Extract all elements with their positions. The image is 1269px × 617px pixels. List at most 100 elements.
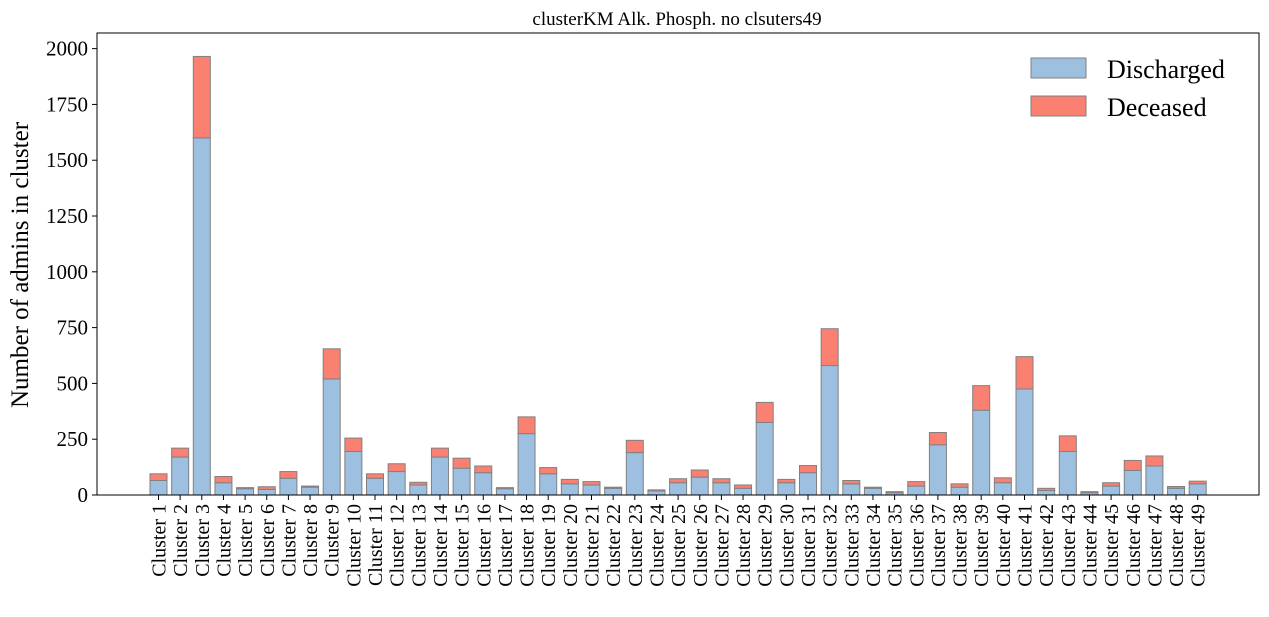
bar-deceased-22 [604, 486, 623, 489]
bar-discharged-16 [474, 472, 493, 496]
bar-discharged-25 [669, 482, 688, 496]
bar-deceased-11 [366, 473, 384, 479]
x-tick-label: Cluster 26 [690, 504, 712, 587]
bar-discharged-29 [755, 421, 774, 496]
bar-deceased-7 [279, 471, 298, 479]
bar-discharged-33 [842, 483, 861, 496]
bar-discharged-23 [625, 452, 644, 496]
bar-deceased-47 [1145, 455, 1164, 467]
bar-deceased-37 [928, 432, 947, 446]
bar-discharged-7 [279, 477, 298, 496]
x-tick-label: Cluster 27 [711, 504, 733, 587]
x-tick-label: Cluster 44 [1079, 504, 1101, 587]
bar-discharged-28 [734, 487, 753, 496]
x-tick-label: Cluster 15 [452, 504, 474, 587]
bar-discharged-15 [452, 467, 471, 496]
bar-deceased-10 [344, 437, 363, 452]
bar-deceased-4 [214, 475, 233, 484]
bar-discharged-45 [1102, 485, 1121, 496]
x-tick-label: Cluster 9 [322, 504, 344, 577]
x-tick-label: Cluster 42 [1036, 504, 1058, 587]
x-tick-label: Cluster 36 [906, 504, 928, 587]
x-tick-label: Cluster 46 [1123, 504, 1145, 587]
bar-discharged-27 [712, 482, 731, 496]
bar-discharged-6 [257, 488, 276, 496]
bar-deceased-43 [1058, 435, 1077, 452]
legend: Discharged Deceased [1030, 55, 1225, 122]
bar-deceased-45 [1102, 482, 1121, 487]
bar-discharged-43 [1058, 450, 1077, 496]
bar-deceased-42 [1037, 487, 1056, 492]
bar-deceased-29 [755, 401, 774, 423]
x-tick-label: Cluster 7 [278, 504, 300, 577]
x-tick-label: Cluster 11 [365, 504, 387, 586]
bar-discharged-5 [236, 488, 255, 496]
x-tick-label: Cluster 21 [582, 504, 604, 587]
x-tick-label: Cluster 38 [950, 504, 972, 587]
bar-discharged-37 [928, 444, 947, 496]
bar-deceased-38 [950, 483, 969, 488]
x-tick-label: Cluster 28 [733, 504, 755, 587]
x-tick-label: Cluster 25 [668, 504, 690, 587]
y-tick-label: 750 [57, 316, 89, 340]
bar-deceased-31 [799, 465, 817, 474]
bar-discharged-22 [604, 487, 623, 496]
x-tick-label: Cluster 41 [1015, 504, 1037, 587]
bar-deceased-30 [777, 478, 796, 484]
x-tick-label: Cluster 18 [517, 504, 539, 587]
x-tick-label: Cluster 39 [971, 504, 993, 587]
bar-discharged-10 [344, 450, 363, 496]
x-tick-label: Cluster 4 [213, 504, 235, 577]
y-tick-label: 500 [57, 371, 89, 395]
x-tick-label: Cluster 13 [408, 504, 430, 587]
x-tick-label: Cluster 1 [149, 504, 171, 577]
bar-discharged-32 [820, 365, 839, 496]
x-tick-label: Cluster 2 [170, 504, 192, 577]
bar-deceased-27 [712, 478, 731, 484]
bar-discharged-34 [863, 487, 882, 496]
bar-deceased-49 [1188, 480, 1207, 485]
bar-discharged-1 [149, 479, 168, 496]
x-tick-label: Cluster 17 [495, 504, 517, 587]
y-tick-label: 2000 [46, 37, 88, 61]
bar-discharged-19 [539, 473, 558, 496]
chart-title: clusterKM Alk. Phosph. no clsuters49 [532, 9, 821, 30]
bar-discharged-13 [409, 484, 428, 496]
x-tick-label: Cluster 34 [863, 504, 885, 587]
bar-discharged-2 [171, 456, 190, 496]
y-tick-label: 1750 [46, 92, 88, 116]
bar-discharged-8 [301, 486, 320, 496]
bar-discharged-31 [799, 472, 817, 496]
y-tick-label: 0 [78, 483, 89, 507]
bar-deceased-25 [669, 478, 688, 484]
bar-discharged-39 [972, 409, 991, 496]
y-axis-label: Number of admins in cluster [7, 121, 34, 408]
legend-swatch-discharged [1030, 57, 1087, 79]
legend-swatch-deceased [1030, 95, 1087, 117]
bar-deceased-23 [625, 439, 644, 454]
bar-deceased-24 [647, 489, 666, 492]
bar-discharged-17 [495, 488, 514, 496]
bar-discharged-47 [1145, 465, 1164, 496]
bar-discharged-49 [1188, 483, 1207, 496]
bar-deceased-36 [907, 481, 926, 487]
bar-discharged-9 [322, 378, 341, 496]
x-tick-label: Cluster 8 [300, 504, 322, 577]
x-tick-label: Cluster 32 [820, 504, 842, 587]
bar-deceased-34 [863, 486, 882, 489]
bar-deceased-48 [1167, 486, 1186, 489]
x-tick-label: Cluster 35 [885, 504, 907, 587]
bar-discharged-38 [950, 486, 969, 496]
y-tick-label: 1500 [46, 148, 88, 172]
x-tick-label: Cluster 12 [387, 504, 409, 587]
axes-layer: Cluster 1 Cluster 2 Cluster 3 Cluster 4 Clus… [46, 32, 1260, 587]
bar-deceased-26 [690, 469, 709, 478]
x-tick-label: Cluster 6 [257, 504, 279, 577]
legend-label-discharged: Discharged [1107, 55, 1225, 84]
x-tick-label: Cluster 49 [1188, 504, 1210, 587]
bar-discharged-21 [582, 484, 601, 496]
y-tick-label: 1250 [46, 204, 88, 228]
x-tick-label: Cluster 31 [798, 504, 820, 587]
bar-discharged-20 [560, 483, 579, 496]
